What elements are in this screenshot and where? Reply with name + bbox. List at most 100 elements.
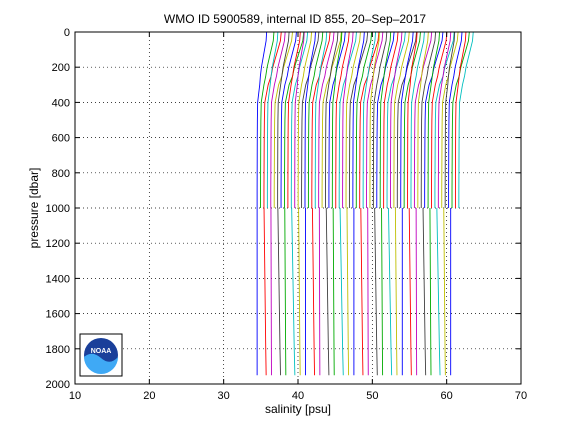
deep-profile-line <box>318 207 321 376</box>
deep-profile-line <box>277 207 281 376</box>
profile-line <box>284 31 305 208</box>
profile-line <box>290 31 309 208</box>
y-tick-label: 400 <box>52 97 70 109</box>
profile-line <box>345 31 361 208</box>
profile-line <box>314 31 328 208</box>
y-tick-label: 0 <box>64 27 70 39</box>
profile-line <box>304 31 316 208</box>
profile-line <box>444 31 456 208</box>
profile-line <box>338 31 357 208</box>
profile-line <box>359 31 380 208</box>
noaa-logo: NOAA <box>79 333 123 377</box>
deep-profile-line <box>408 207 412 376</box>
profile-line <box>273 31 293 208</box>
profile-line <box>311 31 331 208</box>
profile-line <box>390 31 403 208</box>
profile-line <box>448 31 463 208</box>
x-tick-label: 10 <box>69 390 81 402</box>
deep-profile-line <box>263 207 267 376</box>
x-tick-label: 60 <box>441 390 453 402</box>
axis-ticks: 10 20 30 40 50 60 70 0 200 400 600 800 1000 1200 1400 1… <box>46 27 528 402</box>
profile-line <box>407 31 418 208</box>
profile-line <box>301 31 320 208</box>
logo-wave <box>84 353 118 374</box>
profile-line <box>297 31 313 208</box>
y-tick-label: 1400 <box>46 273 70 285</box>
profile-line <box>325 31 339 208</box>
deep-profile-line <box>374 207 378 376</box>
profile-line <box>366 31 384 208</box>
profile-line <box>437 31 452 208</box>
deep-profile-line <box>284 207 287 376</box>
profile-line <box>451 31 470 208</box>
profile-line <box>307 31 324 208</box>
y-tick-label: 1200 <box>46 238 70 250</box>
y-tick-label: 2000 <box>46 379 70 391</box>
profile-line <box>287 31 301 208</box>
deep-profile-line <box>443 207 446 376</box>
y-tick-label: 1800 <box>46 344 70 356</box>
x-tick-label: 40 <box>292 390 304 402</box>
profile-line <box>434 31 455 208</box>
profile-line <box>376 31 395 208</box>
profile-line <box>441 31 459 208</box>
profile-line <box>342 31 354 208</box>
profile-line <box>413 31 433 208</box>
profile-line <box>379 31 392 208</box>
y-tick-label: 800 <box>52 168 70 180</box>
profile-line <box>403 31 421 208</box>
profile-line <box>263 31 282 208</box>
profile-line <box>294 31 305 208</box>
deep-profile-line <box>298 207 301 376</box>
logo-text: NOAA <box>91 348 112 355</box>
profile-line <box>260 31 275 208</box>
profile-line <box>369 31 380 208</box>
profile-line <box>410 31 425 208</box>
profile-line <box>362 31 376 208</box>
profile-line <box>400 31 414 208</box>
profile-line <box>454 31 467 208</box>
profile-line <box>266 31 279 208</box>
profile-line <box>396 31 417 208</box>
profile-line <box>277 31 290 208</box>
profile-line <box>352 31 365 208</box>
profile-line <box>393 31 410 208</box>
y-tick-label: 1600 <box>46 309 70 321</box>
deep-profile-line <box>415 207 418 376</box>
profile-line <box>431 31 448 208</box>
profile-line <box>331 31 343 208</box>
profile-line <box>386 31 406 208</box>
deep-profile-line <box>291 207 296 376</box>
y-tick-label: 1000 <box>46 203 70 215</box>
deep-profile-line <box>311 207 315 376</box>
profile-line <box>318 31 335 208</box>
deep-profile-line <box>422 207 427 376</box>
x-tick-label: 50 <box>366 390 378 402</box>
y-axis-label: pressure [dbar] <box>27 168 41 249</box>
profile-line <box>417 31 429 208</box>
x-axis-label: salinity [psu] <box>265 402 331 416</box>
profile-line <box>427 31 440 208</box>
deep-profile-line <box>270 207 272 376</box>
deep-profile-line <box>325 207 330 376</box>
deep-profile-line <box>332 207 335 376</box>
x-tick-label: 70 <box>515 390 527 402</box>
profile-line <box>420 31 437 208</box>
profile-line <box>280 31 297 208</box>
y-tick-label: 600 <box>52 133 70 145</box>
deep-profile-line <box>346 207 350 376</box>
profile-line <box>335 31 350 208</box>
x-tick-label: 30 <box>218 390 230 402</box>
profile-line <box>383 31 399 208</box>
deep-profile-line <box>429 207 432 376</box>
deep-profile-line <box>367 207 369 376</box>
profile-line <box>355 31 373 208</box>
profile-series <box>256 31 474 376</box>
deep-profile-line <box>388 207 393 376</box>
chart-title: WMO ID 5900589, internal ID 855, 20–Sep–… <box>164 12 426 26</box>
profile-line <box>372 31 388 208</box>
deep-profile-line <box>394 207 398 376</box>
profile-line <box>458 31 474 208</box>
